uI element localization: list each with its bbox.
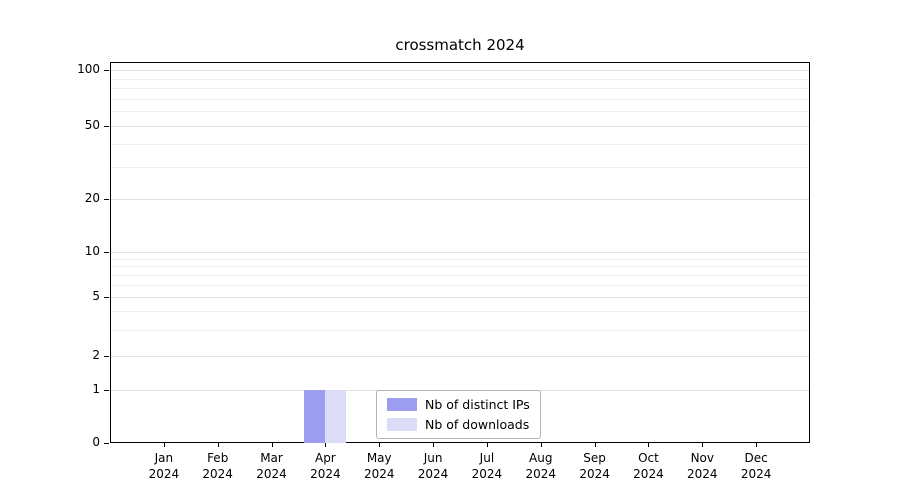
- chart-title: crossmatch 2024: [395, 36, 525, 54]
- legend-item-downloads: Nb of downloads: [387, 417, 530, 432]
- x-axis-tick: [217, 443, 219, 447]
- y-tick-label: 0: [92, 435, 100, 449]
- x-axis-tick: [433, 443, 435, 447]
- x-tick-label: Mar 2024: [256, 451, 287, 481]
- x-tick-label: Feb 2024: [202, 451, 233, 481]
- x-tick-label: May 2024: [363, 451, 395, 481]
- x-tick-label: Aug 2024: [525, 451, 557, 481]
- x-axis-tick: [271, 443, 273, 447]
- y-axis-tick: [104, 126, 109, 127]
- y-tick-label: 2: [92, 348, 100, 362]
- gridline-minor: [111, 275, 809, 277]
- x-tick-label: Nov 2024: [687, 451, 718, 481]
- x-axis-tick: [702, 443, 704, 447]
- gridline-minor: [111, 98, 809, 100]
- legend-swatch-distinct-ips: [387, 398, 417, 411]
- gridline-minor: [111, 111, 809, 113]
- x-tick-label: Jan 2024: [148, 451, 180, 481]
- y-tick-label: 50: [84, 118, 100, 132]
- x-axis-tick: [486, 443, 488, 447]
- gridline-minor: [111, 143, 809, 145]
- x-tick-label: Dec 2024: [740, 451, 772, 481]
- y-axis-tick: [104, 390, 109, 391]
- y-tick-label: 5: [92, 289, 100, 303]
- x-axis-tick: [648, 443, 650, 447]
- y-axis-tick: [104, 252, 109, 253]
- bar-nb-of-distinct-ips: [304, 390, 326, 443]
- gridline-minor: [111, 166, 809, 168]
- x-tick-label: Oct 2024: [633, 451, 664, 481]
- y-axis-tick: [104, 199, 109, 200]
- y-tick-label: 10: [84, 244, 100, 258]
- x-tick-label: Jun 2024: [417, 451, 449, 481]
- gridline-major: [111, 356, 809, 357]
- legend-swatch-downloads: [387, 418, 417, 431]
- gridline-major: [111, 199, 809, 200]
- x-axis-tick: [540, 443, 542, 447]
- gridline-minor: [111, 78, 809, 80]
- gridline-minor: [111, 285, 809, 287]
- y-axis-tick: [104, 297, 109, 298]
- legend-label-downloads: Nb of downloads: [425, 417, 530, 432]
- y-axis-tick: [104, 356, 109, 357]
- y-tick-label: 20: [84, 191, 100, 205]
- bar-nb-of-downloads: [325, 390, 347, 443]
- legend: Nb of distinct IPs Nb of downloads: [376, 390, 541, 439]
- x-tick-label: Jul 2024: [471, 451, 503, 481]
- y-tick-label: 100: [77, 62, 100, 76]
- x-axis-tick: [163, 443, 165, 447]
- x-axis-tick: [379, 443, 381, 447]
- y-axis-tick: [104, 443, 109, 444]
- gridline-major: [111, 126, 809, 127]
- gridline-minor: [111, 266, 809, 268]
- x-axis-tick: [325, 443, 327, 447]
- y-axis-tick: [104, 70, 109, 71]
- gridline-minor: [111, 258, 809, 260]
- gridline-major: [111, 252, 809, 253]
- gridline-major: [111, 70, 809, 71]
- gridline-minor: [111, 311, 809, 313]
- x-tick-label: Sep 2024: [579, 451, 610, 481]
- legend-item-distinct-ips: Nb of distinct IPs: [387, 397, 530, 412]
- gridline-major: [111, 297, 809, 298]
- gridline-minor: [111, 329, 809, 331]
- x-axis-tick: [594, 443, 596, 447]
- gridline-minor: [111, 88, 809, 90]
- legend-label-distinct-ips: Nb of distinct IPs: [425, 397, 530, 412]
- y-tick-label: 1: [92, 382, 100, 396]
- x-axis-tick: [756, 443, 758, 447]
- x-tick-label: Apr 2024: [310, 451, 341, 481]
